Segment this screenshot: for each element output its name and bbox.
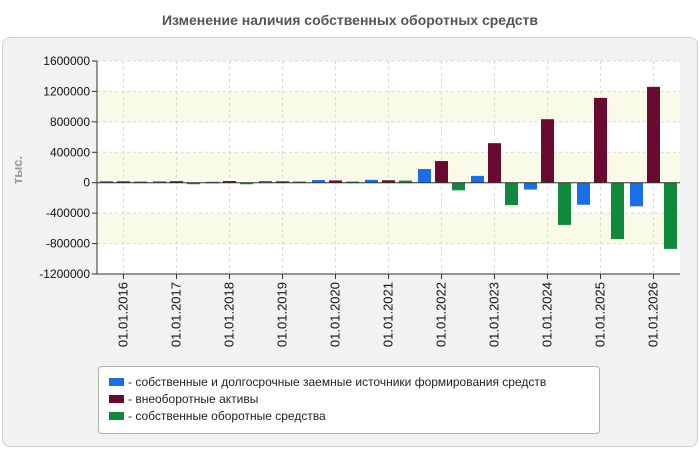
chart-title: Изменение наличия собственных оборотных …	[161, 12, 539, 28]
bar	[312, 180, 325, 183]
bar	[170, 181, 183, 183]
y-axis-label: тыс.	[10, 156, 25, 184]
bar	[223, 181, 236, 183]
bar	[524, 182, 537, 190]
x-tick-label: 01.01.2019	[275, 282, 290, 347]
bar	[259, 181, 272, 183]
bar	[611, 182, 624, 240]
x-tick-label: 01.01.2026	[646, 282, 661, 347]
bar	[418, 169, 431, 183]
y-tick-label: 1200000	[43, 84, 90, 98]
x-tick-label: 01.01.2016	[116, 282, 131, 347]
y-tick-label: 400000	[50, 145, 90, 159]
bar	[382, 180, 395, 183]
legend-item-fixed-assets: - внеоборотные активы	[109, 392, 258, 406]
legend-item-working-capital: - собственные оборотные средства	[109, 409, 326, 423]
x-tick-label: 01.01.2021	[381, 282, 396, 347]
x-tick-label: 01.01.2025	[593, 282, 608, 347]
bar	[276, 181, 289, 183]
legend-label-sources: - собственные и долгосрочные заемные ист…	[128, 375, 547, 389]
y-tick-label: -1200000	[39, 267, 90, 281]
legend-swatch-fixed-assets	[109, 395, 124, 403]
bar	[594, 97, 607, 183]
y-tick-label: 0	[83, 176, 90, 190]
bar	[664, 182, 677, 249]
bar	[329, 180, 342, 183]
x-tick-label: 01.01.2020	[328, 282, 343, 347]
bar	[153, 181, 166, 183]
bar	[647, 86, 660, 183]
bar	[365, 179, 378, 183]
bar	[435, 161, 448, 183]
bar	[240, 182, 253, 185]
y-tick-label: -400000	[46, 206, 90, 220]
bar	[558, 182, 571, 225]
bar	[505, 182, 518, 206]
bar	[452, 182, 465, 191]
legend-label-fixed-assets: - внеоборотные активы	[128, 392, 259, 406]
bar	[541, 119, 554, 183]
x-tick-label: 01.01.2017	[169, 282, 184, 347]
x-tick-label: 01.01.2022	[434, 282, 449, 347]
bar	[488, 143, 501, 183]
chart-legend: - собственные и долгосрочные заемные ист…	[98, 366, 600, 434]
legend-item-sources: - собственные и долгосрочные заемные ист…	[109, 375, 546, 389]
y-tick-label: 800000	[50, 115, 90, 129]
bar	[117, 181, 130, 183]
y-tick-label: 1600000	[43, 54, 90, 68]
legend-swatch-working-capital	[109, 412, 124, 420]
y-tick-label: -800000	[46, 237, 90, 251]
bar	[100, 181, 113, 183]
bar	[471, 175, 484, 183]
bar	[399, 180, 412, 183]
x-tick-label: 01.01.2018	[222, 282, 237, 347]
x-tick-label: 01.01.2023	[487, 282, 502, 347]
legend-swatch-sources	[109, 378, 124, 386]
bar	[187, 182, 200, 185]
plot-band	[97, 152, 680, 183]
legend-label-working-capital: - собственные оборотные средства	[128, 409, 326, 423]
bar	[630, 182, 643, 207]
bar	[577, 182, 590, 205]
x-tick-label: 01.01.2024	[540, 282, 555, 347]
